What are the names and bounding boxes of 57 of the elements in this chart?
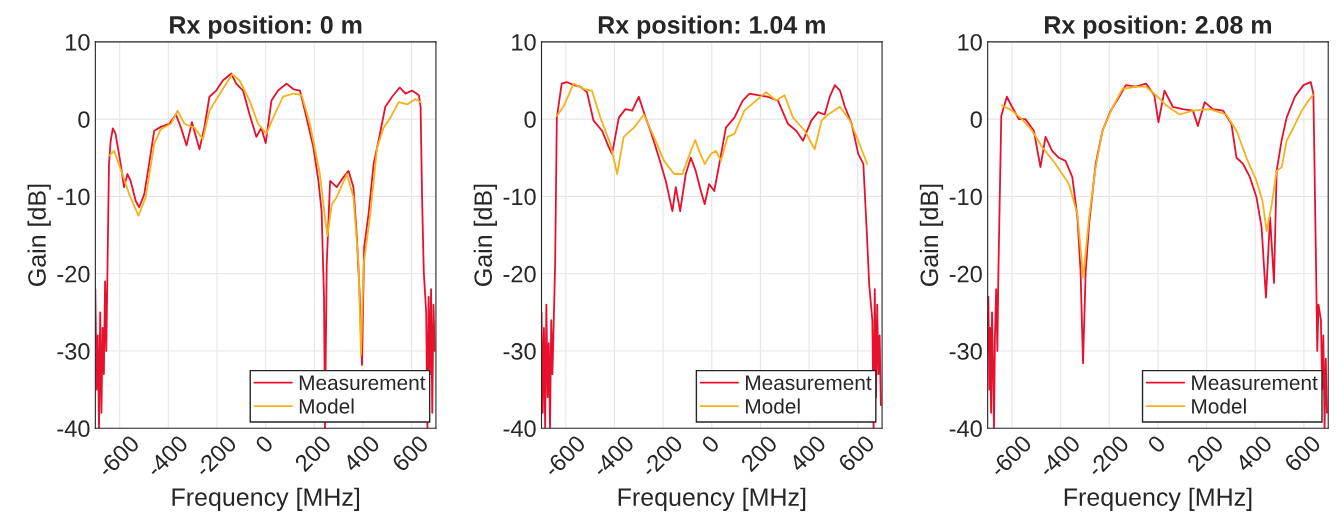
x-tick-label: 400 [788,434,827,473]
line-series [108,73,422,356]
x-axis-title: Frequency [MHz] [618,487,806,511]
y-tick-label: -30 [503,343,536,360]
y-tick-label: -10 [503,188,536,206]
y-tick-label: -40 [57,420,90,438]
y-tick-label: 0 [78,111,90,128]
y-tick-label: -20 [503,265,536,283]
chart-title: Rx position: 0 m [170,15,362,39]
y-tick-label: 10 [958,33,982,51]
x-tick-label: -200 [193,434,238,479]
y-tick-label: -40 [503,420,536,438]
y-tick-label: -30 [949,343,982,360]
y-tick-label: -10 [57,188,90,206]
y-tick-label: -30 [57,343,90,360]
x-tick-label: 0 [254,434,275,454]
y-axis-title: Gain [dB] [27,184,51,286]
line-series [1001,85,1314,279]
x-tick-label: -400 [1037,434,1082,479]
y-axis-title: Gain [dB] [919,184,944,286]
x-tick-label: 200 [293,434,333,473]
y-axis-title: Gain [dB] [473,184,497,286]
chart-title: Rx position: 2.08 m [1045,15,1272,39]
y-tick-label: -10 [949,188,982,206]
x-tick-label: 600 [391,434,430,473]
legend-label: Model [746,398,800,414]
legend-label: Model [299,398,354,414]
legend-label: Model [1192,398,1246,414]
x-tick-label: -200 [1085,434,1130,479]
y-tick-label: 0 [524,111,536,128]
x-tick-label: 0 [1146,434,1167,454]
legend-label: Measurement [746,375,872,391]
line-series [555,82,869,175]
y-tick-label: -20 [57,265,90,283]
x-tick-label: 0 [700,434,721,454]
y-tick-label: -40 [949,420,982,438]
x-tick-label: -400 [145,434,189,479]
legend-label: Measurement [1192,375,1318,391]
x-tick-label: 200 [740,434,779,473]
x-tick-label: 400 [342,434,381,473]
x-tick-label: 200 [1186,434,1225,473]
x-tick-label: -600 [542,434,587,479]
chart-title: Rx position: 1.04 m [598,15,825,39]
x-tick-label: -400 [591,434,636,479]
x-tick-label: 400 [1234,434,1274,473]
legend-label: Measurement [299,375,426,391]
y-tick-label: 0 [970,111,982,128]
y-tick-label: 10 [66,33,90,51]
x-tick-label: 600 [837,434,876,473]
y-tick-label: 10 [512,33,536,51]
x-tick-label: 600 [1283,434,1322,473]
x-tick-label: -600 [96,434,141,479]
y-tick-label: -20 [949,265,982,283]
x-axis-title: Frequency [MHz] [172,487,360,511]
x-tick-label: -200 [639,434,684,479]
x-tick-label: -600 [988,434,1033,479]
x-axis-title: Frequency [MHz] [1064,487,1252,511]
